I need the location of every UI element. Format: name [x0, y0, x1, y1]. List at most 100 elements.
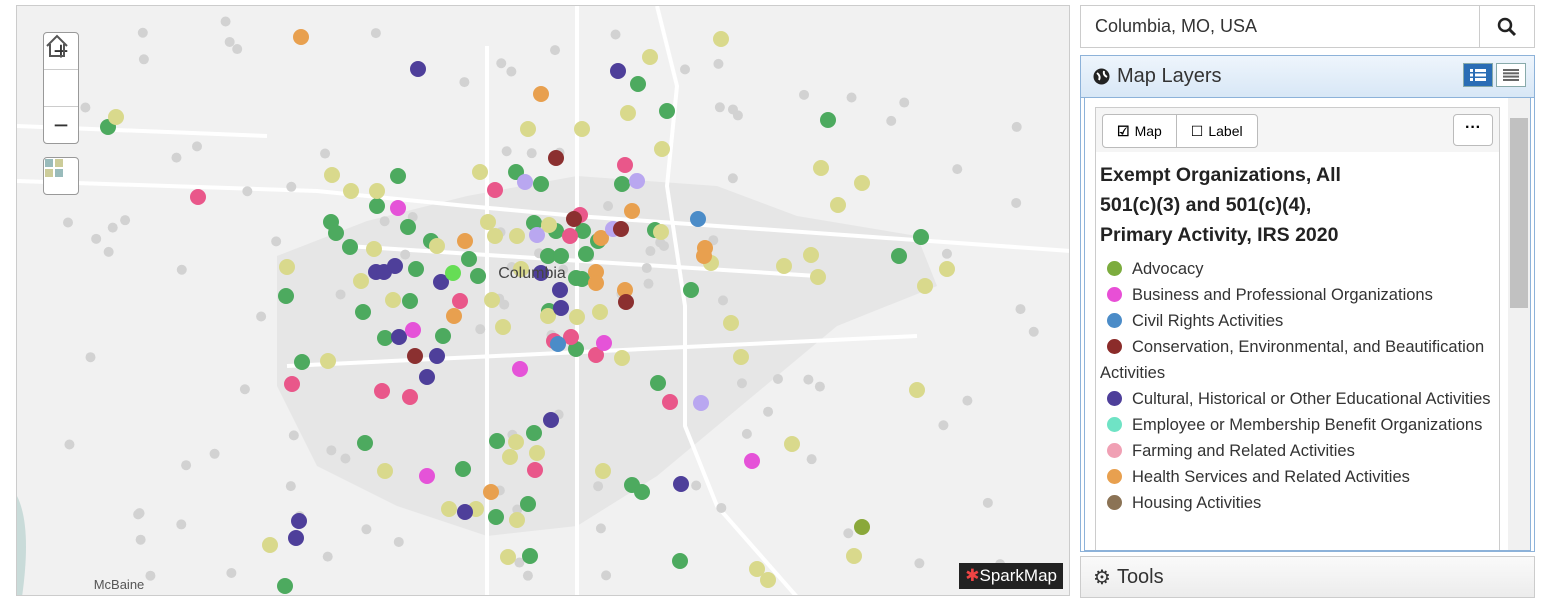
- background-point[interactable]: [610, 29, 621, 40]
- background-point[interactable]: [379, 216, 390, 227]
- map-point[interactable]: [402, 293, 418, 309]
- map-point[interactable]: [830, 197, 846, 213]
- map-point[interactable]: [939, 261, 955, 277]
- map-point[interactable]: [377, 330, 393, 346]
- background-point[interactable]: [242, 186, 253, 197]
- background-point[interactable]: [550, 45, 561, 56]
- background-point[interactable]: [938, 420, 949, 431]
- map-point[interactable]: [634, 484, 650, 500]
- map-point[interactable]: [291, 513, 307, 529]
- map-point[interactable]: [550, 336, 566, 352]
- background-point[interactable]: [843, 528, 854, 539]
- map-point[interactable]: [810, 269, 826, 285]
- map-point[interactable]: [642, 49, 658, 65]
- background-point[interactable]: [846, 92, 857, 103]
- background-point[interactable]: [899, 97, 910, 108]
- background-point[interactable]: [680, 64, 691, 75]
- map-point[interactable]: [495, 319, 511, 335]
- map-point[interactable]: [527, 462, 543, 478]
- map-point[interactable]: [596, 335, 612, 351]
- home[interactable]: [44, 34, 78, 107]
- layers-header[interactable]: Map Layers: [1081, 56, 1534, 98]
- map-point[interactable]: [487, 182, 503, 198]
- map-point[interactable]: [284, 376, 300, 392]
- background-point[interactable]: [914, 558, 925, 569]
- map-point[interactable]: [324, 167, 340, 183]
- background-point[interactable]: [459, 77, 470, 88]
- background-point[interactable]: [741, 428, 752, 439]
- background-point[interactable]: [340, 453, 351, 464]
- background-point[interactable]: [1011, 121, 1022, 132]
- background-point[interactable]: [952, 164, 963, 175]
- map-point[interactable]: [552, 282, 568, 298]
- map-point[interactable]: [288, 530, 304, 546]
- map-point[interactable]: [509, 228, 525, 244]
- map-point[interactable]: [377, 463, 393, 479]
- map-point[interactable]: [574, 121, 590, 137]
- map-point[interactable]: [433, 274, 449, 290]
- background-point[interactable]: [501, 146, 512, 157]
- background-point[interactable]: [799, 89, 810, 100]
- background-point[interactable]: [732, 110, 743, 121]
- background-point[interactable]: [496, 58, 507, 69]
- map-point[interactable]: [593, 230, 609, 246]
- background-point[interactable]: [655, 237, 666, 248]
- background-point[interactable]: [232, 44, 243, 55]
- map-point[interactable]: [262, 537, 278, 553]
- map-point[interactable]: [673, 476, 689, 492]
- map-point[interactable]: [744, 453, 760, 469]
- map-point[interactable]: [630, 76, 646, 92]
- background-point[interactable]: [63, 217, 74, 228]
- background-point[interactable]: [641, 263, 652, 274]
- map-point[interactable]: [588, 264, 604, 280]
- map-point[interactable]: [366, 241, 382, 257]
- map-point[interactable]: [803, 247, 819, 263]
- map-point[interactable]: [854, 175, 870, 191]
- map-point[interactable]: [533, 176, 549, 192]
- background-point[interactable]: [135, 534, 146, 545]
- map-point[interactable]: [566, 211, 582, 227]
- background-point[interactable]: [506, 66, 517, 77]
- map-point[interactable]: [541, 217, 557, 233]
- background-point[interactable]: [335, 289, 346, 300]
- map-point[interactable]: [405, 322, 421, 338]
- background-point[interactable]: [772, 373, 783, 384]
- map-point[interactable]: [562, 228, 578, 244]
- map-point[interactable]: [455, 461, 471, 477]
- map-point[interactable]: [574, 271, 590, 287]
- map-point[interactable]: [108, 109, 124, 125]
- background-point[interactable]: [133, 509, 144, 520]
- map-point[interactable]: [595, 463, 611, 479]
- background-point[interactable]: [145, 570, 156, 581]
- map-point[interactable]: [294, 354, 310, 370]
- map-point[interactable]: [446, 308, 462, 324]
- map-point[interactable]: [419, 468, 435, 484]
- map-point[interactable]: [355, 304, 371, 320]
- map-point[interactable]: [429, 348, 445, 364]
- map-point[interactable]: [784, 436, 800, 452]
- map-point[interactable]: [429, 238, 445, 254]
- map-point[interactable]: [374, 383, 390, 399]
- background-point[interactable]: [226, 567, 237, 578]
- map-point[interactable]: [190, 189, 206, 205]
- tools-bar[interactable]: ⚙ Tools: [1080, 556, 1535, 598]
- map-point[interactable]: [614, 350, 630, 366]
- background-point[interactable]: [512, 504, 523, 515]
- background-point[interactable]: [1011, 197, 1022, 208]
- map-point[interactable]: [760, 572, 776, 588]
- map-point[interactable]: [435, 328, 451, 344]
- map-point[interactable]: [457, 504, 473, 520]
- scrollbar[interactable]: [1508, 98, 1530, 550]
- background-point[interactable]: [171, 152, 182, 163]
- background-point[interactable]: [137, 27, 148, 38]
- map-point[interactable]: [575, 223, 591, 239]
- map-point[interactable]: [520, 121, 536, 137]
- background-point[interactable]: [176, 264, 187, 275]
- map-point[interactable]: [846, 548, 862, 564]
- background-point[interactable]: [941, 248, 952, 259]
- background-point[interactable]: [120, 215, 131, 226]
- map-point[interactable]: [749, 561, 765, 577]
- more-button[interactable]: ···: [1453, 114, 1493, 146]
- map-point[interactable]: [391, 329, 407, 345]
- background-point[interactable]: [736, 378, 747, 389]
